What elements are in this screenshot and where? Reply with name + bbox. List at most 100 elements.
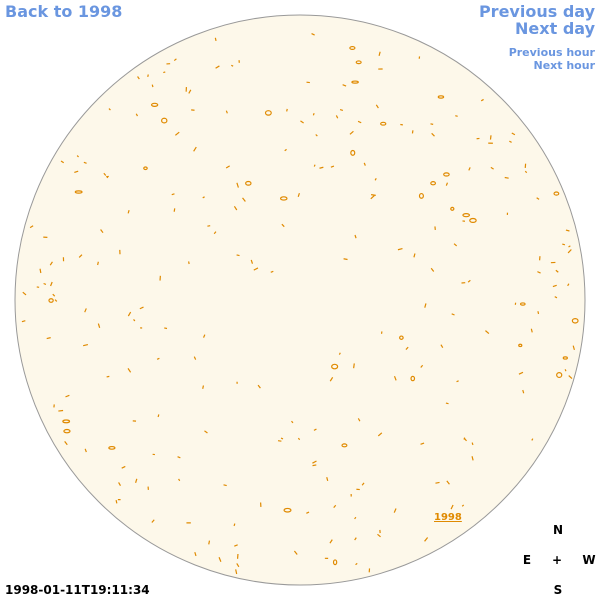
feature-contour	[62, 419, 71, 424]
feature-contour	[342, 84, 347, 87]
feature-contour	[250, 259, 254, 264]
feature-contour	[108, 445, 116, 450]
feature-contour	[281, 223, 285, 228]
feature-contour	[311, 32, 315, 36]
feature-contour	[332, 559, 338, 566]
feature-contour	[54, 299, 58, 302]
feature-contour	[554, 296, 558, 299]
feature-contour	[100, 229, 104, 234]
feature-contour	[143, 166, 148, 171]
feature-contour	[313, 164, 316, 167]
feature-contour	[504, 176, 509, 179]
feature-contour	[537, 271, 541, 274]
feature-contour	[450, 206, 455, 211]
compass-east: E	[523, 553, 531, 567]
feature-contour	[306, 511, 310, 514]
feature-contour	[480, 98, 484, 102]
feature-contour	[399, 335, 404, 340]
feature-contour	[378, 51, 381, 56]
feature-contour	[286, 108, 288, 112]
feature-contour	[405, 346, 409, 350]
feature-contour	[164, 327, 168, 330]
feature-contour	[151, 519, 155, 523]
feature-contour	[349, 130, 354, 135]
feature-contour	[329, 539, 333, 544]
back-link[interactable]: Back to 1998	[5, 2, 122, 21]
feature-contour	[571, 318, 579, 324]
feature-contour	[555, 269, 559, 273]
feature-contour	[552, 284, 557, 288]
feature-contour	[63, 428, 71, 434]
feature-contour	[339, 109, 344, 112]
feature-contour	[462, 213, 471, 218]
feature-contour	[443, 172, 450, 177]
feature-contour	[518, 371, 524, 375]
feature-contour	[135, 478, 138, 484]
feature-contour	[213, 231, 217, 235]
disk-label[interactable]: 1998	[434, 512, 462, 523]
feature-contour	[214, 37, 217, 42]
feature-contour	[445, 182, 449, 186]
next-hour-link[interactable]: Next hour	[534, 59, 596, 72]
feature-contour	[440, 344, 444, 348]
feature-contour	[565, 229, 570, 232]
feature-contour	[468, 167, 471, 171]
feature-contour	[300, 120, 304, 124]
feature-contour	[312, 460, 317, 464]
feature-contour	[297, 193, 300, 197]
feature-contour	[326, 477, 329, 482]
feature-contour	[106, 175, 109, 178]
feature-contour	[567, 283, 570, 287]
feature-contour	[264, 110, 272, 116]
previous-day-link[interactable]: Previous day	[479, 2, 596, 21]
feature-contour	[204, 430, 208, 434]
feature-contour	[231, 64, 234, 67]
feature-contour	[49, 281, 53, 287]
feature-contour	[218, 556, 222, 562]
feature-contour	[283, 507, 292, 513]
feature-contour	[413, 253, 416, 258]
feature-contour	[133, 319, 136, 322]
feature-contour	[363, 162, 366, 166]
feature-contour	[127, 368, 132, 373]
feature-contour	[354, 537, 357, 541]
feature-contour	[279, 196, 288, 201]
feature-contour	[65, 394, 70, 398]
feature-contour	[455, 115, 458, 117]
feature-contour	[223, 484, 227, 487]
feature-contour	[420, 442, 425, 445]
feature-contour	[127, 311, 132, 317]
feature-contour	[103, 172, 107, 176]
feature-contour	[375, 104, 379, 109]
feature-contour	[430, 181, 437, 186]
feature-contour	[284, 148, 287, 152]
feature-contour	[361, 482, 365, 486]
feature-contour	[291, 420, 294, 424]
feature-contour	[377, 533, 381, 538]
feature-contour	[121, 465, 126, 469]
feature-contour	[445, 402, 449, 405]
previous-hour-link[interactable]: Previous hour	[509, 46, 596, 59]
feature-contour	[393, 375, 397, 381]
feature-contour	[297, 437, 301, 441]
feature-contour	[97, 261, 99, 266]
feature-contour	[463, 437, 466, 440]
feature-contour	[156, 357, 160, 360]
feature-contour	[354, 234, 357, 239]
feature-contour	[349, 45, 356, 50]
feature-contour	[374, 178, 377, 181]
feature-contour	[235, 569, 238, 575]
feature-contour	[22, 291, 27, 296]
feature-contour	[188, 89, 192, 94]
feature-contour	[147, 74, 149, 77]
feature-contour	[393, 508, 397, 513]
feature-contour	[49, 261, 53, 266]
feature-contour	[424, 537, 429, 542]
next-day-link[interactable]: Next day	[515, 19, 596, 38]
feature-contour	[341, 443, 348, 448]
feature-contour	[315, 134, 318, 137]
feature-contour	[489, 135, 492, 140]
feature-contour	[178, 478, 181, 482]
feature-contour	[163, 71, 166, 74]
feature-contour	[225, 165, 230, 169]
